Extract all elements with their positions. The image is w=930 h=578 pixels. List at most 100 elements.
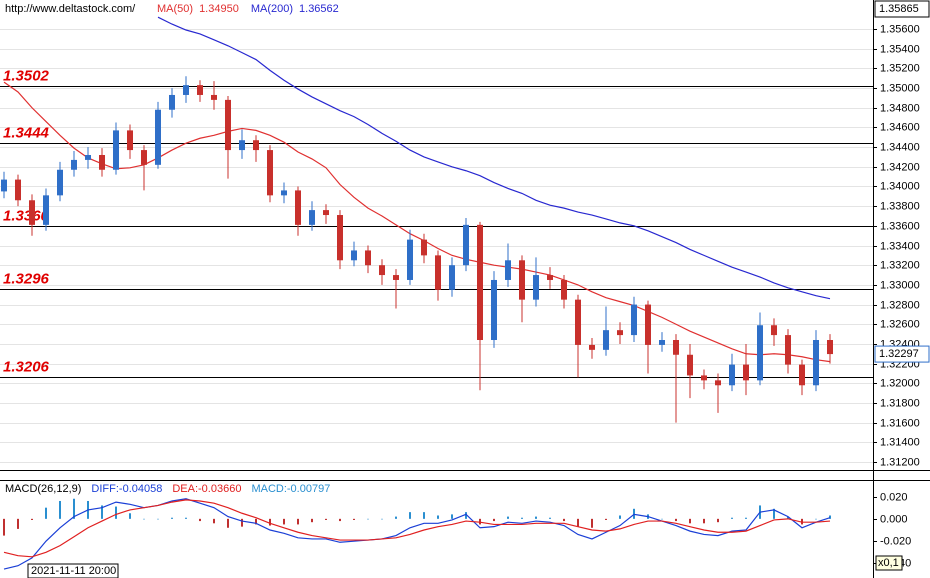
- histogram-bar: [451, 514, 453, 519]
- indicator-title: MACD(26,12,9): [5, 483, 81, 495]
- y-tick-label: 1.35400: [880, 43, 920, 55]
- histogram-bar: [255, 518, 257, 525]
- y-tick-label: 1.32800: [880, 299, 920, 311]
- y-tick-label: 1.34200: [880, 161, 920, 173]
- histogram-bar: [185, 517, 187, 519]
- histogram-bar: [661, 518, 663, 520]
- histogram-bar: [773, 508, 775, 519]
- candle-body: [463, 224, 469, 266]
- histogram-bar: [675, 518, 677, 522]
- y-tick-label: 1.31400: [880, 436, 920, 448]
- histogram-bar: [171, 517, 173, 519]
- candle-body: [421, 239, 427, 256]
- y-tick-label: 1.35200: [880, 62, 920, 74]
- y-tick-label: 1.32600: [880, 318, 920, 330]
- candle-body: [239, 140, 245, 151]
- y-tick-label: 1.31600: [880, 417, 920, 429]
- candle-body: [491, 279, 497, 341]
- histogram-bar: [45, 507, 47, 519]
- histogram-bar: [311, 518, 313, 523]
- candle-body: [99, 154, 105, 170]
- candle-body: [211, 94, 217, 100]
- histogram-bar: [227, 518, 229, 528]
- y-tick-label: 1.31800: [880, 397, 920, 409]
- histogram-bar: [493, 518, 495, 522]
- candle-body: [127, 130, 133, 151]
- candle-body: [435, 255, 441, 290]
- y-tick-label: 1.33200: [880, 259, 920, 271]
- y-tick-label: 1.34400: [880, 141, 920, 153]
- histogram-bar: [815, 518, 817, 520]
- high-box: [874, 0, 930, 18]
- candle-body: [659, 340, 665, 345]
- candle-body: [547, 275, 553, 280]
- histogram-bar: [241, 518, 243, 527]
- candle-body: [743, 364, 749, 381]
- histogram-bar: [73, 498, 75, 519]
- histogram-bar: [829, 515, 831, 519]
- histogram-bar: [381, 518, 383, 520]
- histogram-bar: [59, 500, 61, 519]
- candle-body: [323, 210, 329, 216]
- histogram-bar: [549, 517, 551, 519]
- y-tick-label: 1.34800: [880, 102, 920, 114]
- scale-label: x0,1: [878, 557, 899, 569]
- candle-body: [729, 364, 735, 386]
- histogram-bar: [689, 518, 691, 524]
- candle-body: [71, 159, 77, 170]
- histogram-bar: [731, 517, 733, 519]
- histogram-bar: [409, 512, 411, 519]
- candle-body: [393, 275, 399, 280]
- legend-entry: MACD:-0.00797: [251, 483, 330, 495]
- candle-body: [575, 299, 581, 345]
- scale-box: [875, 555, 903, 571]
- candle-body: [533, 275, 539, 300]
- date-box: [27, 563, 119, 578]
- candle-body: [267, 150, 273, 196]
- histogram-bar: [157, 518, 159, 520]
- y-tick-label: 1.33600: [880, 220, 920, 232]
- histogram-bar: [297, 518, 299, 525]
- histogram-bar: [507, 516, 509, 519]
- candle-body: [813, 340, 819, 386]
- histogram-bar: [577, 518, 579, 527]
- histogram-bar: [745, 517, 747, 519]
- histogram-bar: [423, 512, 425, 519]
- histogram-bar: [143, 518, 145, 520]
- legend-name: MA(50): [157, 3, 193, 15]
- level-label: 1.3296: [3, 270, 50, 287]
- price-box: [874, 345, 930, 363]
- histogram-bar: [367, 518, 369, 520]
- histogram-bar: [605, 518, 607, 520]
- candle-body: [1, 179, 7, 192]
- histogram-bar: [591, 518, 593, 528]
- histogram-bar: [717, 518, 719, 523]
- high-label: 1.35865: [879, 3, 919, 15]
- candle-body: [183, 85, 189, 95]
- price-label: 1.32297: [879, 348, 919, 360]
- level-label: 1.3502: [3, 67, 50, 84]
- histogram-bar: [395, 516, 397, 519]
- candle-body: [281, 190, 287, 196]
- histogram-bar: [269, 518, 271, 526]
- candle-body: [113, 130, 119, 170]
- histogram-bar: [535, 516, 537, 519]
- line-series: [3, 81, 831, 363]
- histogram-bar: [31, 518, 33, 520]
- y-tick-label: 1.33800: [880, 200, 920, 212]
- y-tick-label: -0.020: [880, 535, 911, 547]
- line-series: [3, 499, 831, 558]
- y-tick-label: 1.33000: [880, 279, 920, 291]
- candle-body: [757, 325, 763, 381]
- y-tick-label: 0.020: [880, 491, 908, 503]
- y-tick-label: 1.34600: [880, 121, 920, 133]
- histogram-bar: [787, 516, 789, 519]
- histogram-bar: [521, 517, 523, 519]
- histogram-bar: [465, 512, 467, 519]
- candle-body: [715, 380, 721, 386]
- candle-body: [85, 154, 91, 160]
- legend-name: MA(200): [251, 3, 293, 15]
- histogram-bar: [325, 518, 327, 520]
- candle-body: [29, 200, 35, 225]
